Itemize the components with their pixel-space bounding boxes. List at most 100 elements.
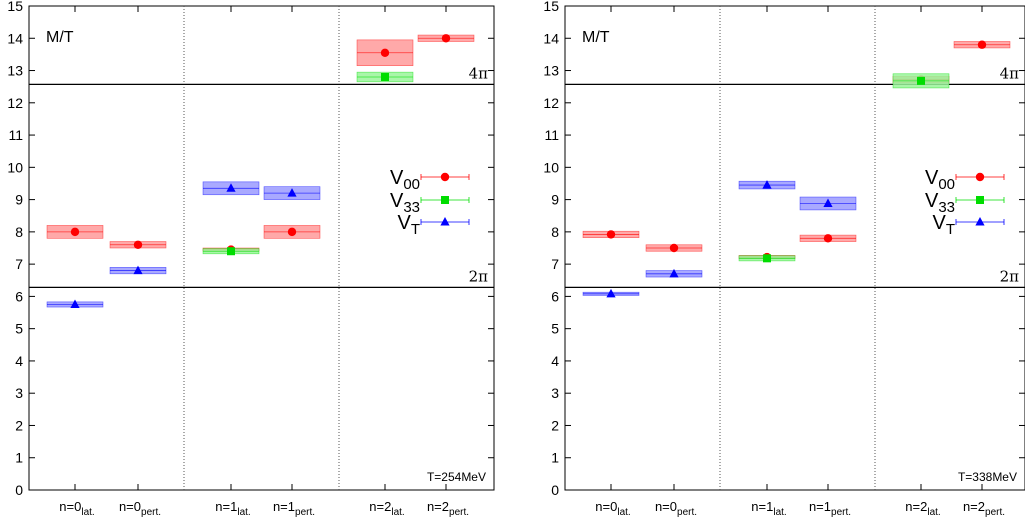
y-tick-label: 0 xyxy=(551,482,559,498)
y-tick-label: 4 xyxy=(15,353,23,369)
plot-frame xyxy=(28,5,495,491)
x-tick-label: n=1lat. xyxy=(751,499,786,518)
legend-label: V00 xyxy=(390,167,420,193)
x-tick-label-main: n=1 xyxy=(809,499,831,514)
x-tick-label-sub: pert. xyxy=(295,507,315,518)
x-tick-label-main: n=2 xyxy=(963,499,985,514)
x-tick-label-sub: lat. xyxy=(237,507,250,518)
data-point xyxy=(287,227,297,237)
x-tick-label-sub: pert. xyxy=(141,507,161,518)
legend-marker xyxy=(440,217,450,226)
legend-marker xyxy=(975,217,985,226)
data-point xyxy=(70,299,80,308)
data-point xyxy=(669,268,679,278)
data-point xyxy=(226,183,236,192)
data-point xyxy=(287,188,297,197)
threshold-label: 2π xyxy=(469,267,489,285)
y-tick-label: 15 xyxy=(543,0,559,14)
y-tick-label: 6 xyxy=(15,288,23,304)
x-tick-label-sub: lat. xyxy=(773,507,786,518)
y-tick-label: 12 xyxy=(543,95,559,111)
data-point xyxy=(380,48,390,57)
y-tick-label: 14 xyxy=(7,30,23,46)
legend-label: V00 xyxy=(925,167,955,193)
x-tick-label: n=1pert. xyxy=(273,499,315,518)
x-tick-label-sub: lat. xyxy=(617,507,630,518)
legend-label-main: V xyxy=(397,212,411,234)
legend-label: V33 xyxy=(925,190,955,216)
series-V33 xyxy=(202,71,414,256)
x-tick-label-main: n=0 xyxy=(595,499,617,514)
data-point xyxy=(381,72,389,81)
x-tick-label-main: n=1 xyxy=(215,499,237,514)
legend-label-main: V xyxy=(390,190,404,212)
legend-label-sub: T xyxy=(946,221,955,238)
legend-label-sub: 33 xyxy=(938,199,955,216)
y-tick-label: 2 xyxy=(15,417,23,433)
y-tick-label: 3 xyxy=(551,385,559,401)
x-tick-label: n=2lat. xyxy=(905,499,940,518)
x-tick-label-sub: pert. xyxy=(449,507,469,518)
y-tick-label: 8 xyxy=(15,224,23,240)
x-tick-label: n=0lat. xyxy=(59,499,94,518)
x-tick-label-main: n=0 xyxy=(655,499,677,514)
legend-label-main: V xyxy=(390,167,404,189)
x-tick-label-sub: lat. xyxy=(927,507,940,518)
x-tick-label: n=2lat. xyxy=(369,499,404,518)
x-tick-label: n=0pert. xyxy=(655,499,697,518)
y-tick-label: 10 xyxy=(543,159,559,175)
y-tick-label: 1 xyxy=(15,450,23,466)
y-tick-label: 2 xyxy=(551,417,559,433)
legend-marker xyxy=(975,172,985,182)
x-tick-label-sub: lat. xyxy=(391,507,404,518)
legend-label-sub: 33 xyxy=(403,199,420,216)
y-tick-label: 6 xyxy=(551,288,559,304)
legend-label-main: V xyxy=(925,167,939,189)
data-point xyxy=(133,240,143,249)
y-tick-label: 7 xyxy=(551,256,559,272)
data-point xyxy=(70,227,80,237)
y-tick-label: 5 xyxy=(551,321,559,337)
x-tick-label-sub: pert. xyxy=(985,507,1005,518)
temperature-annotation: T=338MeV xyxy=(958,470,1017,484)
x-tick-label: n=1pert. xyxy=(809,499,851,518)
y-tick-label: 11 xyxy=(8,127,23,143)
y-tick-label: 13 xyxy=(7,63,23,79)
y-tick-label: 11 xyxy=(544,127,559,143)
y-tick-label: 9 xyxy=(15,192,23,208)
series-VT xyxy=(582,180,857,298)
y-tick-label: 7 xyxy=(15,256,23,272)
legend-label-sub: 00 xyxy=(938,176,955,193)
x-tick-label: n=0pert. xyxy=(119,499,161,518)
plot-frame xyxy=(564,5,1025,491)
data-point xyxy=(917,76,925,85)
x-tick-label-main: n=2 xyxy=(369,499,391,514)
data-point xyxy=(441,34,451,43)
x-tick-label: n=0lat. xyxy=(595,499,630,518)
legend-marker xyxy=(440,172,450,182)
x-tick-label-main: n=2 xyxy=(427,499,449,514)
legend-label-main: V xyxy=(925,190,939,212)
y-tick-label: 3 xyxy=(15,385,23,401)
y-tick-label: 0 xyxy=(15,482,23,498)
y-tick-label: 8 xyxy=(551,224,559,240)
x-tick-label-main: n=1 xyxy=(273,499,295,514)
legend-label: VT xyxy=(397,212,420,238)
legend-marker xyxy=(441,196,449,204)
x-tick-label-sub: lat. xyxy=(81,507,94,518)
data-point xyxy=(762,180,772,189)
x-tick-label-main: n=0 xyxy=(119,499,141,514)
y-tick-label: 1 xyxy=(551,450,559,466)
y-tick-label: 4 xyxy=(551,353,559,369)
y-axis-label: M/T xyxy=(582,29,610,46)
x-tick-label: n=1lat. xyxy=(215,499,250,518)
temperature-annotation: T=254MeV xyxy=(427,470,486,484)
data-point xyxy=(823,198,833,207)
data-point xyxy=(133,265,143,275)
data-point xyxy=(823,234,833,243)
